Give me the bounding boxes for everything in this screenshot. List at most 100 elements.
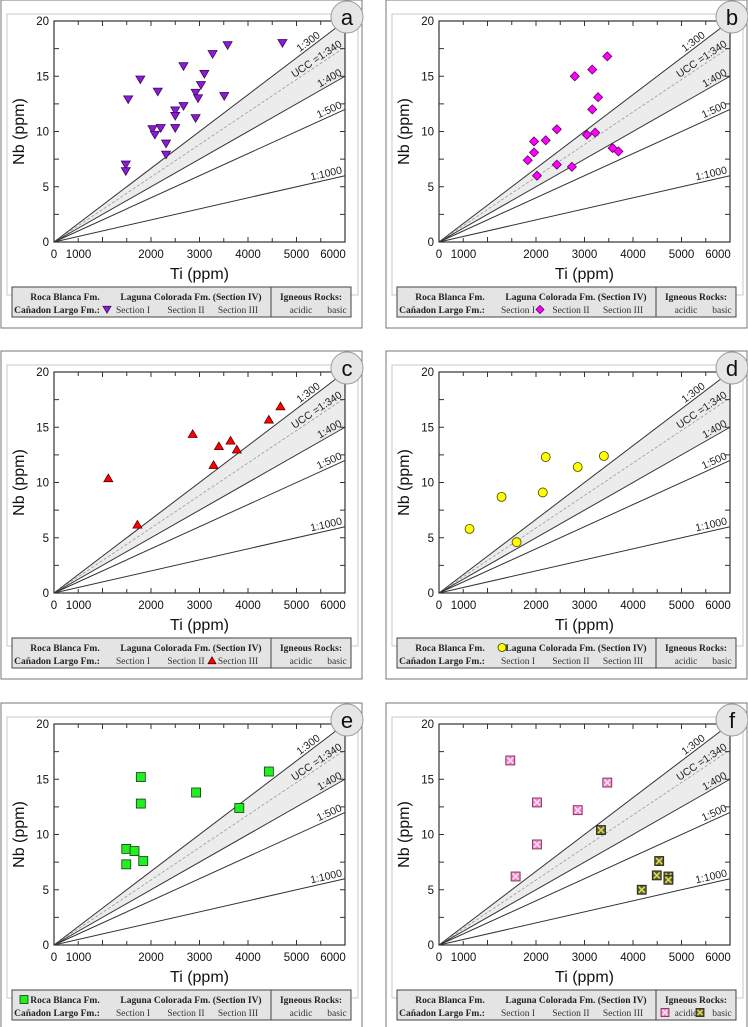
y-tick-label: 20 (421, 719, 434, 731)
data-point (123, 95, 134, 105)
data-point (147, 125, 158, 135)
legend-acidic: acidic (675, 306, 698, 316)
legend-laguna-colorada: Laguna Colorada Fm. (Section IV) (505, 292, 646, 303)
ratio-line-300 (438, 20, 731, 243)
data-point (528, 136, 540, 147)
legend-roca-blanca: Roca Blanca Fm. (415, 996, 484, 1006)
data-point (651, 870, 662, 881)
y-axis-title: Nb (ppm) (11, 801, 28, 868)
x-tick-label: 6000 (705, 600, 731, 612)
legend-basic: basic (327, 306, 347, 316)
data-point (636, 884, 647, 895)
y-tick-label: 20 (36, 16, 49, 28)
y-tick-label: 5 (43, 533, 49, 545)
ratio-line-500 (438, 811, 731, 946)
data-point (135, 75, 146, 85)
data-point (170, 106, 181, 116)
ratio-line-300 (53, 723, 346, 946)
y-tick-label: 15 (421, 71, 434, 83)
data-point (187, 429, 198, 438)
legend-section-2: Section II (167, 657, 204, 667)
data-point (505, 755, 516, 766)
data-point (522, 155, 533, 166)
x-tick-label: 6000 (320, 249, 346, 261)
x-tick-label: 1000 (66, 952, 92, 964)
ratio-line-500 (53, 459, 346, 594)
panel-label-badge (715, 703, 748, 737)
x-tick-label: 5000 (669, 600, 695, 612)
panel-label: a (341, 5, 354, 30)
x-tick-label: 6000 (320, 952, 346, 964)
legend-section-1: Section I (116, 1009, 150, 1019)
data-point (528, 147, 540, 158)
data-point (537, 487, 548, 498)
legend: Roca Blanca Fm. Laguna Colorada Fm. (Sect… (11, 286, 352, 318)
ratio-line-500 (53, 108, 346, 243)
legend-basic: basic (327, 657, 347, 667)
legend-acidic: acidic (675, 657, 698, 667)
data-point (663, 874, 674, 885)
legend-marker-basic (695, 1008, 705, 1017)
legend-igneous: Igneous Rocks: (280, 996, 342, 1006)
axis-ticks (438, 20, 731, 243)
y-tick-label: 10 (36, 830, 49, 842)
ratio-line-340 (53, 46, 346, 243)
ratio-line-500 (53, 811, 346, 946)
legend-box (396, 286, 737, 318)
ratio-line-340 (53, 397, 346, 594)
x-axis-title: Ti (ppm) (555, 266, 614, 283)
panel-label: d (726, 356, 738, 381)
data-point (222, 41, 233, 51)
data-point (190, 88, 201, 98)
y-tick-label: 10 (421, 127, 434, 139)
data-point (596, 825, 606, 835)
y-tick-label: 10 (421, 478, 434, 490)
legend-section-2: Section II (167, 1009, 204, 1019)
data-point (219, 92, 230, 101)
data-point (160, 150, 172, 160)
legend-roca-blanca: Roca Blanca Fm. (415, 293, 484, 303)
marker-cross (655, 857, 663, 865)
ratio-line-400 (438, 426, 731, 594)
legend-canadon-largo: Cañadon Largo Fm.: (14, 1009, 100, 1019)
x-axis-title: Ti (ppm) (170, 969, 229, 986)
legend-acidic: acidic (290, 1009, 313, 1019)
x-axis-title: Ti (ppm) (170, 617, 229, 634)
legend-laguna-colorada: Laguna Colorada Fm. (Section IV) (120, 292, 261, 303)
series-acidic (505, 755, 613, 882)
data-point (496, 491, 507, 502)
axis-ticks (53, 20, 346, 243)
data-point (532, 839, 542, 850)
panel-label-badge (330, 0, 364, 34)
legend-section-1: Section I (501, 657, 535, 667)
data-point (263, 766, 274, 777)
ratio-line-300 (53, 371, 346, 594)
legend-roca-blanca: Roca Blanca Fm. (30, 996, 99, 1006)
y-axis-title: Nb (ppm) (396, 98, 413, 165)
data-point (590, 127, 601, 138)
data-point (132, 519, 143, 529)
data-point (598, 451, 609, 461)
data-point (263, 414, 275, 424)
legend: Roca Blanca Fm. Laguna Colorada Fm. (Sect… (396, 989, 737, 1021)
legend-laguna-colorada: Laguna Colorada Fm. (Section IV) (120, 995, 261, 1006)
ratio-line-500 (438, 108, 731, 243)
data-point (178, 62, 189, 72)
legend: Roca Blanca Fm. Laguna Colorada Fm. (Sect… (396, 637, 737, 669)
ratio-line-340 (53, 749, 346, 946)
legend-section-3: Section III (603, 1009, 643, 1019)
series-section_2 (522, 51, 624, 181)
y-tick-label: 10 (36, 127, 49, 139)
data-point (234, 803, 245, 813)
x-tick-label: 4000 (235, 952, 261, 964)
legend-box (11, 286, 352, 318)
x-tick-label: 6000 (320, 600, 346, 612)
legend-marker-section-3 (207, 656, 217, 665)
marker-cross (664, 876, 672, 884)
ratio-line-1000 (438, 526, 731, 594)
legend-marker-laguna-colorada (497, 643, 507, 652)
data-point (121, 859, 132, 870)
